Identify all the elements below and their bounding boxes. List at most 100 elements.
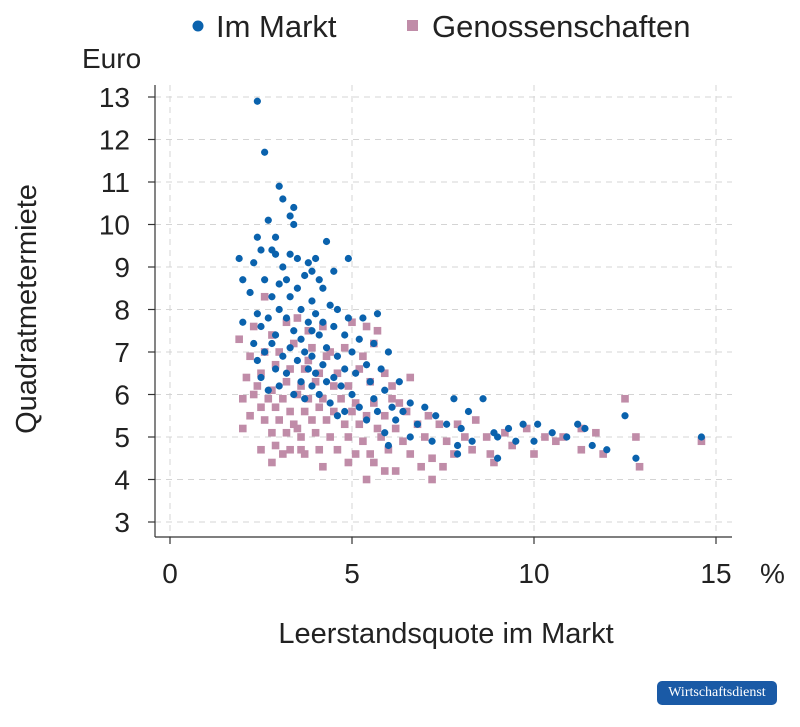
point-im-markt [257,322,265,331]
point-im-markt [355,403,363,411]
point-im-markt [512,437,520,445]
point-im-markt [450,395,458,403]
point-genossenschaften [442,437,451,446]
point-im-markt [534,420,542,428]
x-tick-label: 15 [700,558,731,589]
point-genossenschaften [577,445,586,454]
point-genossenschaften [300,450,309,458]
point-im-markt [312,310,320,318]
point-genossenschaften [300,365,309,373]
point-genossenschaften [380,467,389,475]
point-genossenschaften [326,433,334,441]
point-genossenschaften [362,322,371,331]
legend-marker-im-markt [191,19,205,33]
point-genossenschaften [362,411,371,420]
point-genossenschaften [249,322,258,331]
point-genossenschaften [286,365,294,373]
point-genossenschaften [257,403,265,412]
point-im-markt [333,352,342,360]
point-im-markt [308,297,316,305]
point-im-markt [333,305,342,314]
point-genossenschaften [322,352,331,361]
point-genossenschaften [304,356,313,365]
point-im-markt [308,382,316,390]
point-genossenschaften [319,394,327,403]
point-im-markt [392,416,400,424]
point-genossenschaften [308,343,316,352]
point-genossenschaften [351,450,360,458]
x-tick-label: 0 [162,558,178,589]
point-im-markt [308,267,316,275]
point-im-markt [286,293,294,301]
point-im-markt [399,407,407,416]
point-im-markt [443,420,451,428]
point-im-markt [341,365,349,373]
point-genossenschaften [282,377,291,386]
point-im-markt [286,212,294,220]
point-genossenschaften [271,360,280,369]
point-im-markt [504,424,513,433]
point-im-markt [326,399,334,407]
point-im-markt [279,195,287,203]
point-genossenschaften [268,458,276,467]
point-im-markt [282,314,291,322]
point-im-markt [381,386,389,394]
point-genossenschaften [337,394,345,403]
point-genossenschaften [264,394,273,403]
point-im-markt [290,220,298,229]
point-im-markt [330,322,338,331]
legend-label-im-markt: Im Markt [216,9,337,44]
point-genossenschaften [508,441,516,450]
point-genossenschaften [293,390,302,399]
point-genossenschaften [388,382,396,390]
point-genossenschaften [260,416,269,424]
point-im-markt [235,254,243,263]
point-im-markt [621,412,629,420]
point-im-markt [464,407,473,416]
point-genossenschaften [260,292,269,301]
legend-marker-genossenschaften [407,20,418,31]
point-genossenschaften [370,399,378,407]
point-genossenschaften [319,462,327,471]
point-im-markt [312,369,320,377]
y-axis-title: Quadratmetermiete [11,184,43,434]
point-genossenschaften [279,450,287,458]
point-im-markt [479,395,487,403]
point-im-markt [253,356,261,365]
point-im-markt [373,407,382,416]
point-genossenschaften [599,450,607,458]
point-genossenschaften [253,382,262,390]
point-im-markt [257,246,265,254]
point-genossenschaften [297,433,305,441]
point-genossenschaften [406,373,415,382]
point-im-markt [308,352,316,360]
point-genossenschaften [471,416,480,424]
point-im-markt [304,318,312,326]
point-genossenschaften [348,318,356,327]
point-im-markt [275,182,283,190]
point-genossenschaften [377,433,385,441]
point-genossenschaften [344,433,353,441]
point-genossenschaften [428,475,436,484]
point-genossenschaften [289,420,298,429]
point-im-markt [239,318,247,326]
point-genossenschaften [268,386,276,395]
point-im-markt [246,288,254,297]
point-genossenschaften [271,403,280,412]
legend-label-genossenschaften: Genossenschaften [432,9,691,44]
y-unit-label: Euro [82,43,141,74]
point-genossenschaften [311,428,320,437]
point-im-markt [428,437,436,445]
point-im-markt [301,348,309,356]
point-im-markt [257,373,265,382]
point-im-markt [352,369,360,377]
point-im-markt [453,441,462,450]
point-im-markt [421,403,429,411]
point-im-markt [293,356,301,365]
point-genossenschaften [304,394,313,403]
point-im-markt [326,301,334,309]
point-im-markt [286,250,294,258]
point-genossenschaften [402,407,411,416]
y-tick-label: 11 [101,167,130,198]
